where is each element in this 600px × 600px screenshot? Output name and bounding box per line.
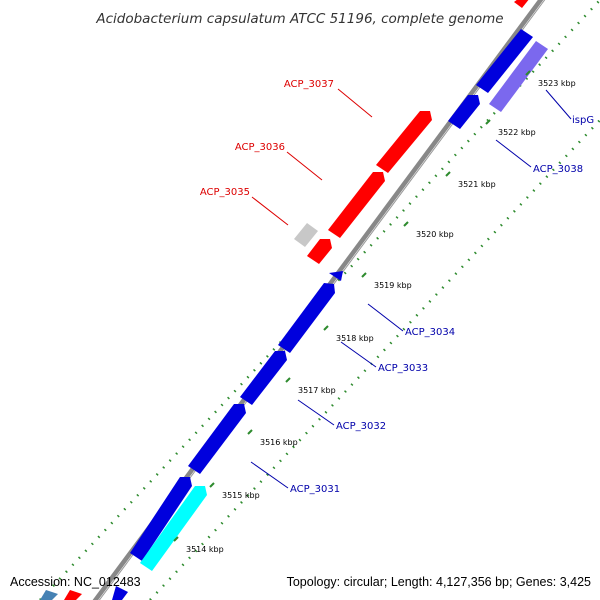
gene-forward-top[interactable] [514, 0, 530, 8]
gene-label[interactable]: ACP_3033 [378, 363, 428, 374]
gene-acp-3034[interactable] [278, 283, 335, 353]
tick-label: 3520 kbp [416, 230, 454, 239]
gene-label[interactable]: ACP_3037 [284, 79, 334, 90]
tick-label: 3516 kbp [260, 438, 298, 447]
tick-mark [445, 171, 451, 177]
gene-bottom-blue[interactable] [112, 586, 128, 600]
gene-acp-3032[interactable] [188, 404, 246, 474]
tick-mark [247, 429, 253, 435]
accession-text: Accession: NC_012483 [10, 575, 141, 589]
tick-label: 3521 kbp [458, 180, 496, 189]
tick-label: 3522 kbp [498, 128, 536, 137]
topology-summary: Topology: circular; Length: 4,127,356 bp… [287, 575, 591, 589]
gene-labels: ACP_3037 ACP_3036 ACP_3035 ispG ACP_3038 ACP_… [200, 79, 594, 495]
tick-mark [323, 325, 329, 331]
gene-ispg[interactable] [489, 41, 548, 112]
gene-leader-line [337, 88, 373, 118]
gene-features [40, 0, 548, 600]
gene-label[interactable]: ACP_3038 [533, 164, 583, 175]
gene-pseudo-grey[interactable] [294, 223, 318, 247]
tick-label: 3519 kbp [374, 281, 412, 290]
gene-acp-3036[interactable] [328, 172, 385, 238]
gene-acp-3038[interactable] [448, 95, 480, 129]
tick-mark [285, 377, 291, 383]
gene-acp-3037[interactable] [376, 111, 432, 173]
tick-mark [173, 536, 179, 542]
gene-bottom-steel[interactable] [40, 590, 58, 600]
gene-label[interactable]: ACP_3035 [200, 187, 250, 198]
gene-leader-line [495, 139, 532, 168]
gene-leader-line [545, 89, 572, 120]
gene-label[interactable]: ACP_3036 [235, 142, 285, 153]
gene-label[interactable]: ispG [572, 115, 594, 126]
gene-leader-line [250, 461, 289, 489]
gene-forward-bottom[interactable] [64, 590, 82, 600]
gene-cyan[interactable] [140, 486, 207, 571]
genome-title: Acidobacterium capsulatum ATCC 51196, co… [95, 11, 503, 27]
gene-label[interactable]: ACP_3032 [336, 421, 386, 432]
tick-label: 3517 kbp [298, 386, 336, 395]
tick-mark [525, 70, 531, 76]
gene-acp-3031[interactable] [130, 477, 192, 561]
tick-mark [361, 272, 367, 278]
gene-leader-line [340, 341, 377, 368]
tick-label: 3518 kbp [336, 334, 374, 343]
gene-leader-line [367, 303, 404, 332]
gene-leader-line [251, 196, 289, 226]
gene-small-arrow[interactable] [329, 271, 343, 281]
gene-label[interactable]: ACP_3034 [405, 327, 455, 338]
gene-leader-line [297, 399, 335, 426]
gene-label[interactable]: ACP_3031 [290, 484, 340, 495]
tick-mark [485, 119, 491, 125]
gene-acp-3035[interactable] [307, 239, 332, 264]
tick-label: 3515 kbp [222, 491, 260, 500]
tick-mark [209, 482, 215, 488]
tick-label: 3523 kbp [538, 79, 576, 88]
scale-ticks: 3514 kbp 3515 kbp 3516 kbp 3517 kbp 3518 kbp… [173, 70, 576, 554]
gene-leader-line [286, 151, 323, 181]
tick-label: 3514 kbp [186, 545, 224, 554]
gene-acp-3033[interactable] [240, 351, 287, 405]
tick-mark [403, 221, 409, 227]
gene-blue-top[interactable] [476, 29, 533, 93]
